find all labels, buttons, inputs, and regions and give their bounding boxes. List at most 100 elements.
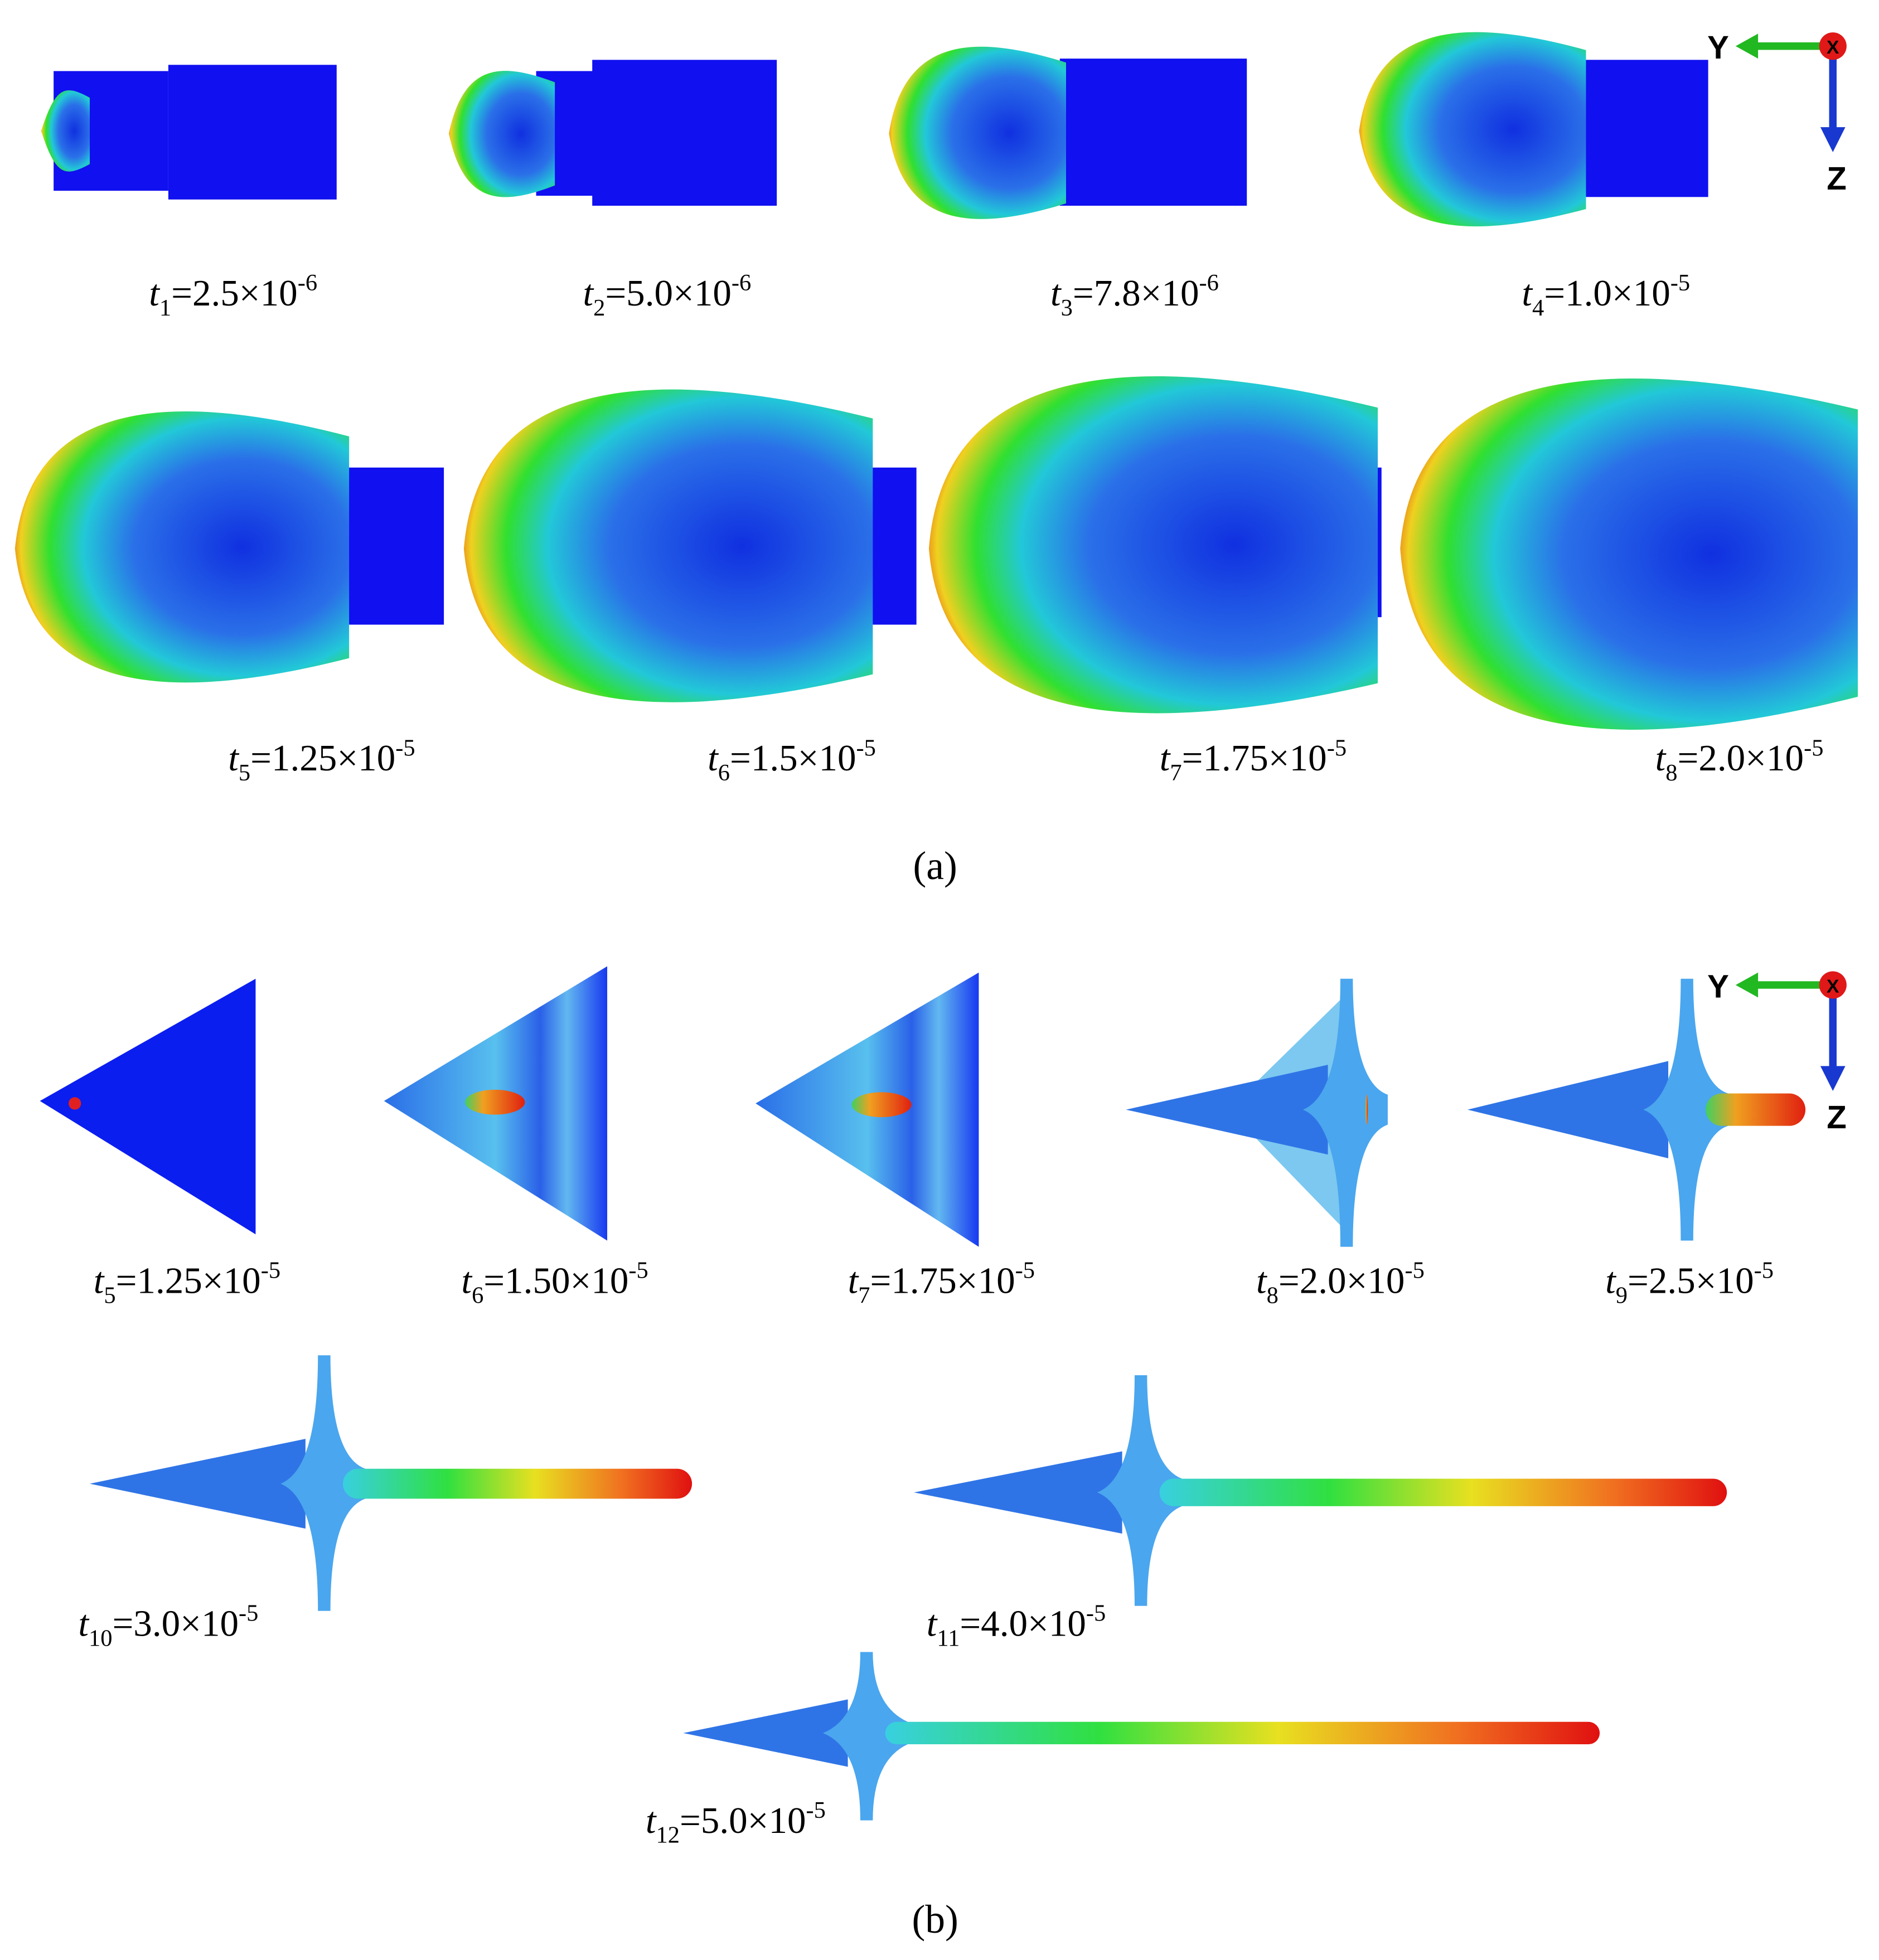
symbol: t bbox=[1256, 1259, 1267, 1301]
exponent: -5 bbox=[806, 1797, 826, 1823]
value: =2.5×10 bbox=[1628, 1259, 1754, 1301]
symbol: t bbox=[1160, 737, 1171, 779]
value: =7.8×10 bbox=[1073, 272, 1199, 314]
jet-tail bbox=[90, 1439, 306, 1529]
time-label: t1=2.5×10-6 bbox=[149, 270, 317, 321]
exponent: -6 bbox=[1199, 270, 1219, 296]
block bbox=[168, 65, 337, 200]
block bbox=[1059, 59, 1247, 206]
jet-spike bbox=[1302, 978, 1388, 1247]
value: =5.0×10 bbox=[605, 272, 732, 314]
value: =4.0×10 bbox=[960, 1602, 1086, 1644]
value: =1.5×10 bbox=[730, 737, 856, 779]
axis-x-label: X bbox=[1827, 37, 1839, 58]
particle-cloud bbox=[1400, 378, 1858, 730]
subscript: 10 bbox=[89, 1625, 112, 1651]
jet-head bbox=[1159, 1478, 1727, 1506]
value: =5.0×10 bbox=[680, 1799, 806, 1841]
jet-tail bbox=[914, 1451, 1122, 1534]
axis-y-head bbox=[1735, 33, 1759, 59]
time-label: t8=2.0×10-5 bbox=[1256, 1258, 1425, 1309]
jet-head bbox=[1706, 1093, 1806, 1126]
jet-spike bbox=[1643, 978, 1728, 1241]
exponent: -5 bbox=[1754, 1258, 1774, 1284]
exponent: -5 bbox=[261, 1258, 280, 1284]
value: =3.0×10 bbox=[112, 1602, 239, 1644]
value: =2.0×10 bbox=[1279, 1259, 1405, 1301]
jet-spike bbox=[280, 1355, 366, 1611]
axis-y-head bbox=[1735, 972, 1759, 998]
time-label: t5=1.25×10-5 bbox=[228, 735, 415, 786]
value: =1.75×10 bbox=[870, 1259, 1015, 1301]
subscript: 11 bbox=[937, 1625, 960, 1651]
time-label: t7=1.75×10-5 bbox=[1160, 735, 1347, 786]
symbol: t bbox=[1050, 272, 1062, 314]
exponent: -5 bbox=[1804, 735, 1823, 761]
symbol: t bbox=[583, 272, 594, 314]
time-label: t8=2.0×10-5 bbox=[1655, 735, 1824, 786]
particle-cloud bbox=[41, 90, 90, 172]
panel-label: (a) bbox=[913, 844, 957, 888]
particle-cloud bbox=[1359, 32, 1586, 227]
hot-spot bbox=[68, 1097, 81, 1110]
subscript: 8 bbox=[1267, 1282, 1279, 1308]
subscript: 5 bbox=[239, 760, 250, 786]
particle-cloud bbox=[928, 376, 1378, 714]
axis-y-label: Y bbox=[1707, 968, 1729, 1005]
time-label: t5=1.25×10-5 bbox=[94, 1258, 280, 1309]
jet-head bbox=[1365, 1094, 1368, 1125]
time-label: t6=1.50×10-5 bbox=[461, 1258, 648, 1309]
value: =2.0×10 bbox=[1678, 737, 1804, 779]
symbol: t bbox=[228, 737, 239, 779]
jet-head bbox=[851, 1092, 912, 1118]
particle-body bbox=[40, 978, 256, 1235]
exponent: -5 bbox=[856, 735, 876, 761]
exponent: -5 bbox=[1327, 735, 1347, 761]
time-label: t10=3.0×10-5 bbox=[78, 1600, 258, 1652]
subscript: 7 bbox=[1170, 760, 1181, 786]
time-label: t3=7.8×10-6 bbox=[1050, 270, 1219, 321]
subscript: 12 bbox=[656, 1822, 679, 1849]
symbol: t bbox=[461, 1259, 472, 1301]
symbol: t bbox=[94, 1259, 105, 1301]
value: =1.0×10 bbox=[1544, 272, 1670, 314]
subscript: 4 bbox=[1532, 295, 1544, 321]
time-label: t7=1.75×10-5 bbox=[848, 1258, 1035, 1309]
axis-x-label: X bbox=[1827, 976, 1839, 997]
exponent: -5 bbox=[395, 735, 415, 761]
time-label: t6=1.5×10-5 bbox=[708, 735, 876, 786]
block bbox=[592, 60, 777, 206]
particle-cloud bbox=[449, 71, 555, 197]
axis-x-dot bbox=[1819, 971, 1847, 999]
value: =1.75×10 bbox=[1182, 737, 1327, 779]
panel-label: (b) bbox=[912, 1898, 958, 1942]
subscript: 2 bbox=[593, 295, 605, 321]
symbol: t bbox=[1522, 272, 1533, 314]
jet-head bbox=[885, 1721, 1600, 1745]
jet-head bbox=[465, 1089, 525, 1115]
axis-z-label: Z bbox=[1827, 1099, 1847, 1136]
axis-z-head bbox=[1820, 1066, 1846, 1091]
symbol: t bbox=[1655, 737, 1667, 779]
axis-z-head bbox=[1820, 127, 1846, 152]
subscript: 6 bbox=[472, 1282, 483, 1308]
exponent: -5 bbox=[628, 1258, 648, 1284]
value: =1.25×10 bbox=[116, 1259, 261, 1301]
jet-spike bbox=[1097, 1375, 1182, 1606]
jet-spike bbox=[822, 1652, 908, 1821]
jet-tail bbox=[683, 1699, 848, 1767]
value: =1.50×10 bbox=[483, 1259, 628, 1301]
block bbox=[1581, 60, 1708, 197]
subscript: 1 bbox=[159, 295, 171, 321]
exponent: -5 bbox=[239, 1600, 258, 1627]
symbol: t bbox=[927, 1602, 938, 1644]
subscript: 5 bbox=[104, 1282, 115, 1308]
jet-tail bbox=[1126, 1065, 1328, 1155]
subscript: 9 bbox=[1616, 1282, 1628, 1308]
time-label: t12=5.0×10-5 bbox=[646, 1797, 826, 1849]
exponent: -5 bbox=[1086, 1600, 1106, 1627]
axis-z-label: Z bbox=[1827, 161, 1847, 197]
exponent: -5 bbox=[1405, 1258, 1424, 1284]
